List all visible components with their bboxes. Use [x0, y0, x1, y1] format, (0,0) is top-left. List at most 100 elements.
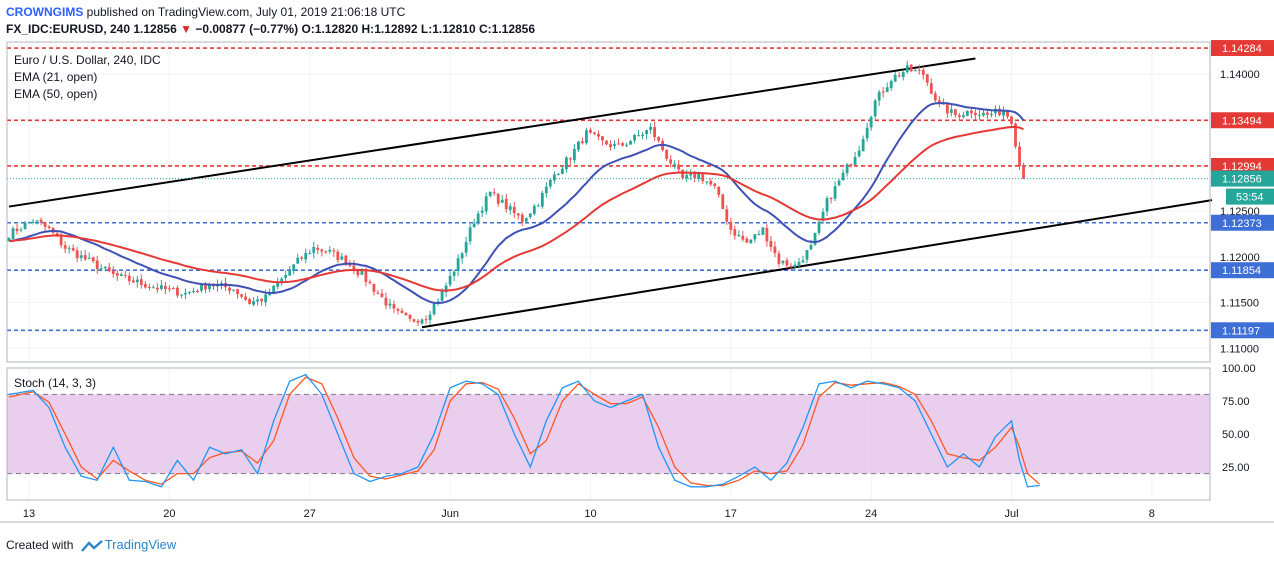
candle-body [532, 206, 536, 214]
candle-body [721, 194, 725, 210]
candle-body [805, 250, 809, 260]
high-label: H: [361, 22, 375, 36]
created-with-text: Created with [6, 538, 74, 552]
candle-body [83, 255, 87, 260]
price-change: −0.00877 (−0.77%) [195, 22, 299, 36]
candle-body [508, 206, 512, 210]
candle-body [91, 257, 95, 262]
candle-body [749, 239, 753, 244]
candle-body [849, 164, 853, 166]
support-level-price-tag[interactable] [1211, 262, 1274, 279]
last-price: 1.12856 [133, 22, 177, 36]
candle-body [27, 222, 31, 224]
candle-body [388, 303, 392, 306]
candle-body [633, 134, 636, 141]
candle-body [609, 144, 612, 147]
resistance-level-price-tag[interactable] [1211, 112, 1274, 129]
candle-body [512, 206, 516, 213]
candle-body [528, 213, 532, 218]
candle-body [777, 253, 781, 264]
candle-body [998, 108, 1001, 116]
candle-body [713, 183, 717, 187]
candle-body [829, 197, 833, 200]
candle-body [965, 110, 969, 116]
legend-stoch: Stoch (14, 3, 3) [14, 376, 96, 390]
candle-body [693, 173, 697, 179]
candle-body [67, 248, 71, 250]
legend-title: Euro / U.S. Dollar, 240, IDC [14, 53, 161, 67]
candle-body [176, 287, 179, 296]
candle-body [982, 112, 985, 116]
time-tick-label: Jun [441, 508, 459, 520]
candle-body [761, 227, 765, 235]
candle-body [773, 246, 777, 254]
support-level-price-label: 1.12373 [1222, 218, 1262, 230]
candle-body [625, 144, 628, 146]
time-axis[interactable]: 13 20 27 Jun 10 17 24 Jul 8 [23, 508, 1155, 520]
candle-body [368, 281, 372, 284]
footer: Created with TradingView [6, 537, 176, 552]
candle-body [364, 270, 368, 283]
lower-channel-trendline[interactable] [421, 199, 1213, 329]
candle-body [781, 260, 785, 264]
trendlines[interactable] [8, 57, 1213, 329]
candle-body [344, 255, 348, 265]
candle-body [75, 250, 79, 259]
candle-body [103, 267, 107, 269]
candle-body [641, 134, 644, 137]
candle-body [400, 310, 404, 314]
candle-body [601, 136, 604, 141]
resistance-level-price-tag[interactable] [1211, 40, 1274, 57]
candle-body [192, 291, 195, 293]
candle-body [769, 240, 773, 248]
candle-body [909, 64, 913, 72]
candle-body [865, 127, 869, 139]
chart-header: CROWNGIMS published on TradingView.com, … [0, 0, 1274, 40]
candle-body [581, 141, 584, 143]
candle-body [893, 74, 897, 82]
candle-body [264, 294, 268, 303]
candle-body [147, 286, 151, 288]
candle-body [613, 144, 616, 147]
support-level-price-tag[interactable] [1211, 214, 1274, 231]
candle-body [372, 283, 376, 292]
candle-body [240, 294, 243, 297]
candle-body [260, 298, 264, 302]
candle-body [404, 312, 408, 316]
candle-body [797, 262, 801, 266]
support-level-price-tag[interactable] [1211, 322, 1274, 339]
candle-body [23, 222, 27, 230]
legend: Euro / U.S. Dollar, 240, IDC EMA (21, op… [14, 53, 161, 390]
candle-body [119, 274, 123, 276]
author-name[interactable]: CROWNGIMS [6, 5, 84, 19]
upper-channel-trendline[interactable] [8, 57, 976, 208]
candle-body [516, 213, 520, 216]
candle-body [569, 158, 572, 160]
support-level-price-label: 1.11854 [1222, 265, 1261, 277]
horizontal-levels[interactable] [7, 47, 1210, 332]
candle-body [496, 193, 500, 204]
candle-body [845, 164, 849, 174]
candle-body [456, 258, 460, 271]
candle-body [605, 140, 608, 145]
candle-body [1006, 111, 1009, 117]
candle-body [352, 265, 356, 272]
candle-body [757, 233, 761, 235]
candle-body [236, 289, 239, 295]
ema-lines [7, 102, 1210, 305]
resistance-level-price-label: 1.13494 [1222, 115, 1262, 127]
legend-ema21: EMA (21, open) [14, 70, 97, 84]
candle-body [180, 294, 183, 296]
price-axis[interactable]: 1.140001.135001.130001.125001.120001.115… [1211, 40, 1274, 474]
candle-body [645, 130, 648, 135]
time-tick-label: 27 [304, 508, 316, 520]
candle-body [63, 245, 67, 249]
candle-body [143, 284, 147, 288]
candle-body [107, 267, 111, 272]
tradingview-brand[interactable]: TradingView [104, 537, 177, 552]
resistance-level-price-tag[interactable] [1211, 157, 1274, 174]
candle-body [809, 245, 813, 250]
current-price-tag[interactable] [1211, 170, 1274, 187]
close-label: C: [478, 22, 492, 36]
